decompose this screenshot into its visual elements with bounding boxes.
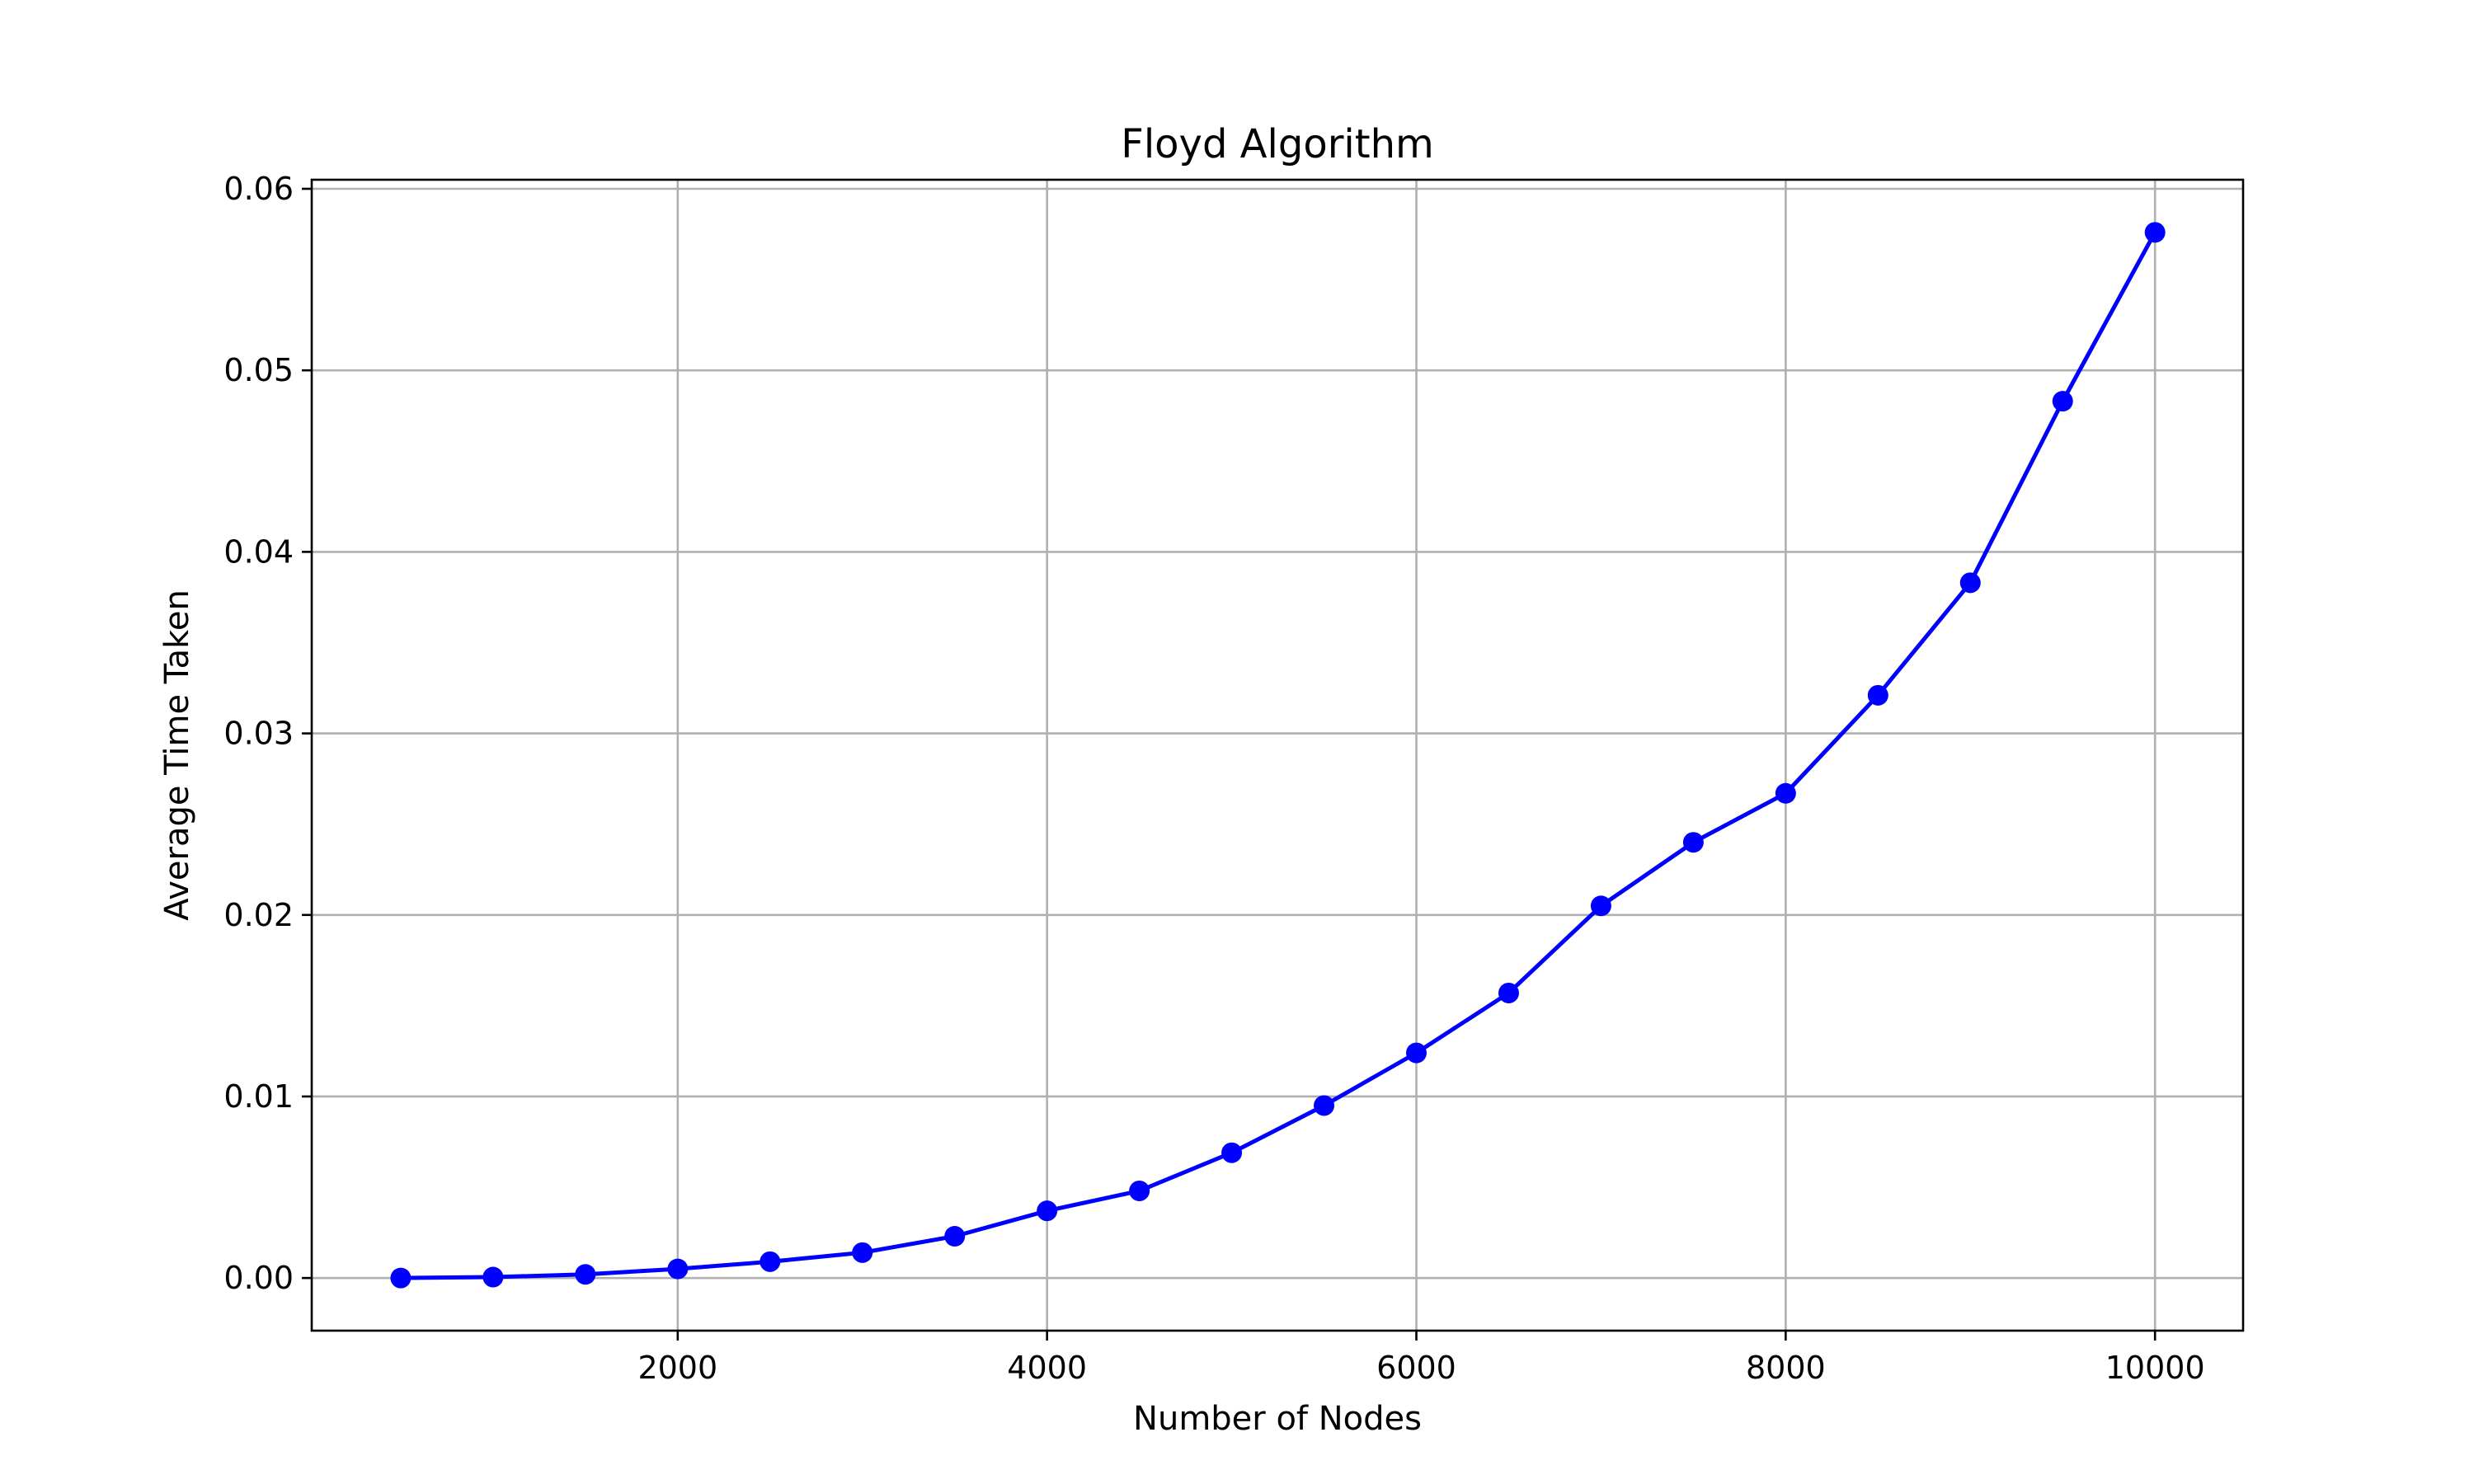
data-point xyxy=(852,1242,873,1263)
data-point xyxy=(760,1251,781,1272)
y-tick-label: 0.05 xyxy=(223,352,294,388)
data-point xyxy=(1037,1200,1058,1222)
x-tick-label: 6000 xyxy=(1376,1350,1456,1386)
y-tick-label: 0.04 xyxy=(223,533,294,570)
tick-layer: 2000 4000 6000 8000 10000 0.00 0.01 0.02 0.03 0.0… xyxy=(223,171,2204,1386)
data-point xyxy=(575,1264,596,1285)
x-tick-label: 2000 xyxy=(637,1350,717,1386)
data-point xyxy=(390,1267,412,1289)
data-point xyxy=(2144,222,2166,243)
y-axis-label: Average Time Taken xyxy=(158,589,196,921)
series-layer xyxy=(390,222,2166,1289)
x-tick-label: 8000 xyxy=(1746,1350,1826,1386)
data-point xyxy=(2052,391,2073,412)
data-point xyxy=(1867,684,1888,706)
data-point xyxy=(667,1258,689,1280)
chart-title: Floyd Algorithm xyxy=(1121,121,1434,167)
data-point xyxy=(1590,895,1611,917)
series-line xyxy=(400,231,2157,1280)
x-tick-label: 10000 xyxy=(2105,1350,2205,1386)
y-tick-label: 0.02 xyxy=(223,897,294,933)
y-tick-label: 0.00 xyxy=(223,1260,294,1296)
data-point xyxy=(1775,782,1796,804)
y-tick-label: 0.01 xyxy=(223,1078,294,1115)
x-axis-label: Number of Nodes xyxy=(1133,1400,1422,1438)
data-point xyxy=(1221,1142,1243,1163)
data-point xyxy=(1959,572,1981,594)
grid-layer xyxy=(312,180,2243,1331)
data-point xyxy=(1314,1095,1335,1116)
data-point xyxy=(482,1266,504,1288)
data-point xyxy=(944,1226,966,1247)
data-point xyxy=(1498,982,1519,1003)
plot-area-frame xyxy=(310,178,2245,1332)
data-point xyxy=(1129,1180,1150,1201)
y-tick-label: 0.03 xyxy=(223,716,294,752)
y-tick-label: 0.06 xyxy=(223,171,294,207)
data-point xyxy=(1406,1042,1427,1064)
x-tick-label: 4000 xyxy=(1007,1350,1087,1386)
data-point xyxy=(1682,832,1704,853)
